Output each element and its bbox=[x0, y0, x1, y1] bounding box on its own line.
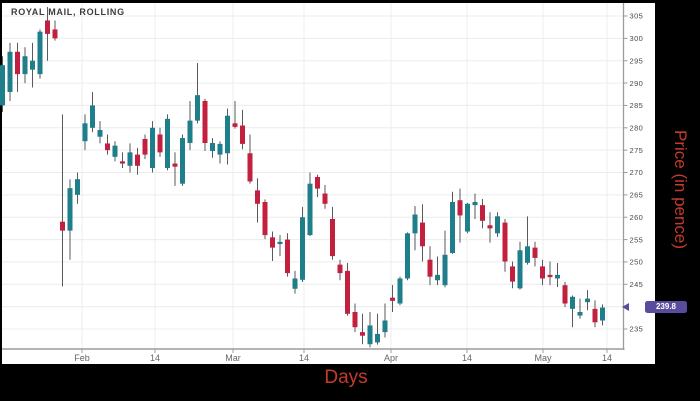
svg-text:265: 265 bbox=[630, 191, 644, 200]
svg-text:295: 295 bbox=[630, 56, 644, 65]
svg-text:Mar: Mar bbox=[225, 353, 241, 363]
svg-text:250: 250 bbox=[630, 258, 644, 267]
svg-text:14: 14 bbox=[299, 353, 309, 363]
svg-text:14: 14 bbox=[150, 353, 160, 363]
svg-text:14: 14 bbox=[462, 353, 472, 363]
svg-text:300: 300 bbox=[630, 34, 644, 43]
y-axis-title: Price (in pence) bbox=[671, 130, 690, 250]
svg-text:Feb: Feb bbox=[74, 353, 90, 363]
x-axis-title: Days bbox=[324, 367, 368, 388]
x-axis-tick-labels: Feb 14 Mar 14 Apr 14 May 14 bbox=[74, 353, 612, 363]
svg-text:260: 260 bbox=[630, 213, 644, 222]
svg-text:Apr: Apr bbox=[384, 353, 398, 363]
plot-background bbox=[2, 3, 655, 364]
svg-text:14: 14 bbox=[602, 353, 612, 363]
svg-text:275: 275 bbox=[630, 146, 644, 155]
svg-text:305: 305 bbox=[630, 12, 644, 21]
svg-text:235: 235 bbox=[630, 325, 644, 334]
svg-text:May: May bbox=[534, 353, 552, 363]
last-price-badge: 239.8 bbox=[645, 301, 687, 313]
svg-text:270: 270 bbox=[630, 168, 644, 177]
gridlines bbox=[2, 3, 624, 349]
candles-layer bbox=[0, 7, 605, 348]
svg-text:280: 280 bbox=[630, 123, 644, 132]
svg-text:245: 245 bbox=[630, 280, 644, 289]
svg-text:290: 290 bbox=[630, 79, 644, 88]
svg-text:255: 255 bbox=[630, 235, 644, 244]
svg-text:285: 285 bbox=[630, 101, 644, 110]
last-price-marker-arrow bbox=[622, 303, 629, 311]
y-axis-tick-labels: 305 300 295 290 285 280 275 270 265 260 255 250 245 2… bbox=[630, 12, 644, 334]
chart-title: ROYAL MAIL, ROLLING bbox=[11, 7, 125, 17]
axes bbox=[2, 3, 628, 353]
